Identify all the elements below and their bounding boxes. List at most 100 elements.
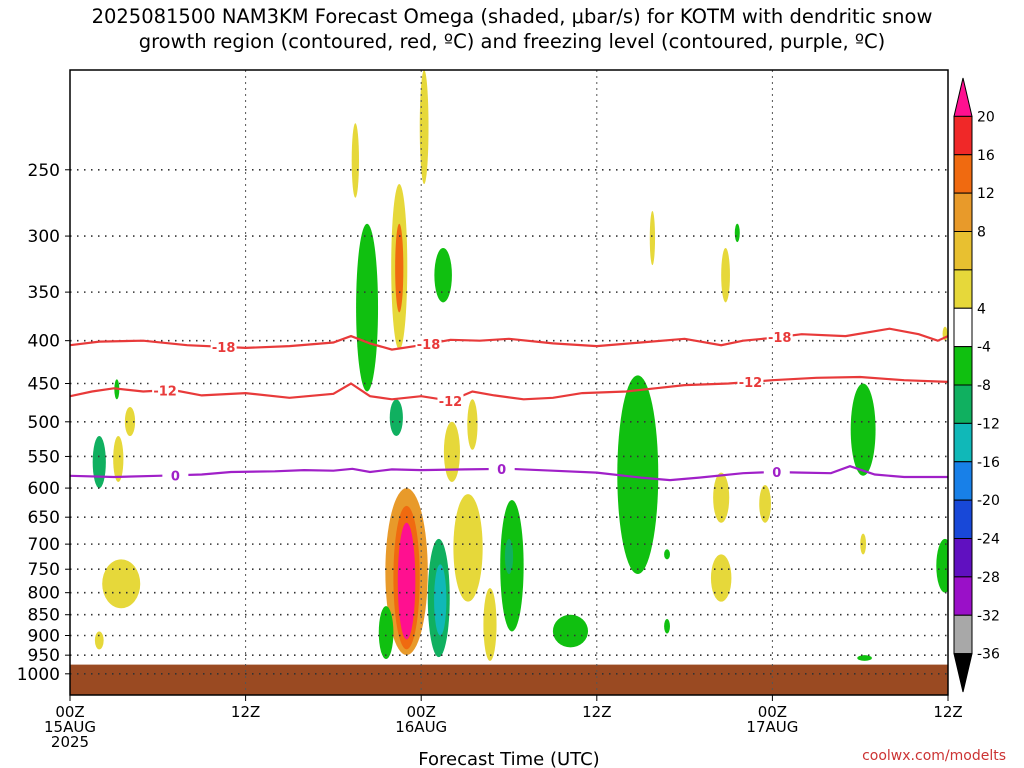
omega-shaded-cell — [94, 631, 104, 650]
plot-area: -18 -18 -18 -12 -12 -12 0 0 0 — [70, 70, 948, 695]
colorbar-label: 12 — [977, 186, 995, 202]
omega-shaded-cell — [649, 210, 656, 266]
isotherm-label-bg — [437, 392, 464, 409]
omega-shaded-cell — [710, 554, 732, 602]
y-tick-label: 500 — [28, 413, 60, 433]
omega-shaded-cell — [102, 559, 141, 609]
colorbar-segment — [953, 154, 973, 194]
colorbar-label: -12 — [977, 416, 1000, 432]
isotherm-label-bg — [763, 464, 790, 481]
title-line-2: growth region (contoured, red, ºC) and f… — [138, 30, 886, 53]
colorbar-segment — [953, 77, 973, 117]
omega-shaded-cell — [664, 618, 670, 634]
omega-shaded-cell — [857, 655, 872, 661]
omega-shaded-cell — [419, 70, 429, 185]
colorbar-label: -16 — [977, 455, 1000, 471]
omega-shaded-cell — [443, 421, 460, 482]
isotherm-label: 0 — [772, 466, 781, 481]
x-tick-label: 15AUG — [44, 718, 96, 736]
colorbar-segment — [953, 461, 973, 501]
colorbar-segment — [953, 614, 973, 655]
omega-shaded-cell — [397, 522, 416, 640]
credit-text[interactable]: coolwx.com/modelts — [862, 748, 1006, 764]
y-tick-label: 250 — [28, 161, 60, 181]
isotherm-label: -12 — [439, 395, 463, 410]
x-tick-label: 00Z — [407, 703, 436, 721]
colorbar-label: 8 — [977, 225, 986, 241]
isotherm-label-bg — [210, 338, 237, 355]
y-tick-label: 750 — [28, 560, 60, 580]
omega-shaded-cell — [860, 533, 867, 555]
colorbar-segment — [953, 422, 973, 463]
isotherm-label: 0 — [497, 463, 506, 478]
omega-shaded-cell — [552, 614, 589, 648]
omega-shaded-cell — [713, 472, 730, 523]
y-tick-label: 850 — [28, 606, 60, 626]
omega-shaded-cell — [721, 247, 730, 303]
colorbar-label: -8 — [977, 378, 991, 394]
colorbar-segment — [953, 576, 973, 616]
isotherm-line — [70, 375, 948, 402]
omega-shaded-cell — [378, 606, 394, 659]
y-tick-label: 650 — [28, 508, 60, 528]
isotherm-label-bg — [737, 373, 764, 390]
y-tick-label: 350 — [28, 283, 60, 303]
colorbar-segment — [953, 192, 973, 232]
isotherm-label-bg — [766, 329, 793, 346]
y-tick-label: 800 — [28, 584, 60, 604]
colorbar-label: -32 — [977, 608, 1000, 624]
colorbar-label: -4 — [977, 340, 991, 356]
x-tick-label: 2025 — [51, 733, 89, 751]
omega-shaded-cell — [504, 538, 514, 575]
isotherm-label: -12 — [153, 384, 177, 399]
isotherm-label: -18 — [417, 338, 441, 353]
colorbar-segment — [953, 538, 973, 578]
isotherm-label-bg — [415, 335, 442, 352]
colorbar-label: 20 — [977, 109, 995, 125]
omega-shaded-cell — [395, 223, 404, 313]
y-tick-label: 700 — [28, 535, 60, 555]
omega-shaded-cell — [113, 436, 124, 482]
y-tick-label: 550 — [28, 447, 60, 467]
isotherm-label-bg — [152, 382, 179, 399]
x-tick-label: 12Z — [231, 703, 260, 721]
omega-shaded-cell — [759, 485, 771, 523]
colorbar-label: -20 — [977, 493, 1000, 509]
y-tick-label: 1000 — [17, 665, 60, 685]
isotherm-label: -18 — [768, 331, 792, 346]
y-tick-label: 400 — [28, 332, 60, 352]
omega-shaded-cell — [617, 375, 659, 575]
omega-shaded-cell — [434, 564, 447, 636]
colorbar-label: 16 — [977, 148, 995, 164]
omega-shaded-cell — [734, 223, 740, 243]
colorbar-segment — [953, 231, 973, 271]
isotherm-label-bg — [488, 460, 515, 477]
omega-shaded-cell — [92, 436, 106, 489]
colorbar-segment — [953, 269, 973, 309]
omega-shaded-cell — [389, 399, 403, 437]
omega-shaded-cell — [664, 549, 670, 560]
y-tick-label: 950 — [28, 646, 60, 666]
omega-shaded-cell — [351, 123, 360, 198]
isotherm-label: 0 — [171, 469, 180, 484]
colorbar-label: -28 — [977, 570, 1000, 586]
omega-shaded-cell — [453, 494, 483, 602]
omega-shaded-cell — [356, 223, 379, 392]
omega-shaded-cell — [936, 538, 948, 593]
colorbar-segment — [953, 653, 973, 693]
colorbar-segment — [953, 115, 973, 156]
isotherm-label: -12 — [739, 376, 763, 391]
x-tick-label: 00Z — [55, 703, 84, 721]
colorbar-label: -36 — [977, 647, 1000, 663]
colorbar-label: 4 — [977, 301, 986, 317]
x-tick-label: 00Z — [758, 703, 787, 721]
chart-title: 2025081500 NAM3KM Forecast Omega (shaded… — [0, 4, 1024, 54]
y-tick-label: 450 — [28, 374, 60, 394]
isotherm-label: -18 — [212, 341, 236, 356]
x-tick-label: 12Z — [933, 703, 962, 721]
omega-shaded-cell — [467, 399, 478, 450]
x-tick-label: 16AUG — [395, 718, 447, 736]
x-axis-label: Forecast Time (UTC) — [418, 749, 599, 768]
colorbar-segment — [953, 384, 973, 424]
